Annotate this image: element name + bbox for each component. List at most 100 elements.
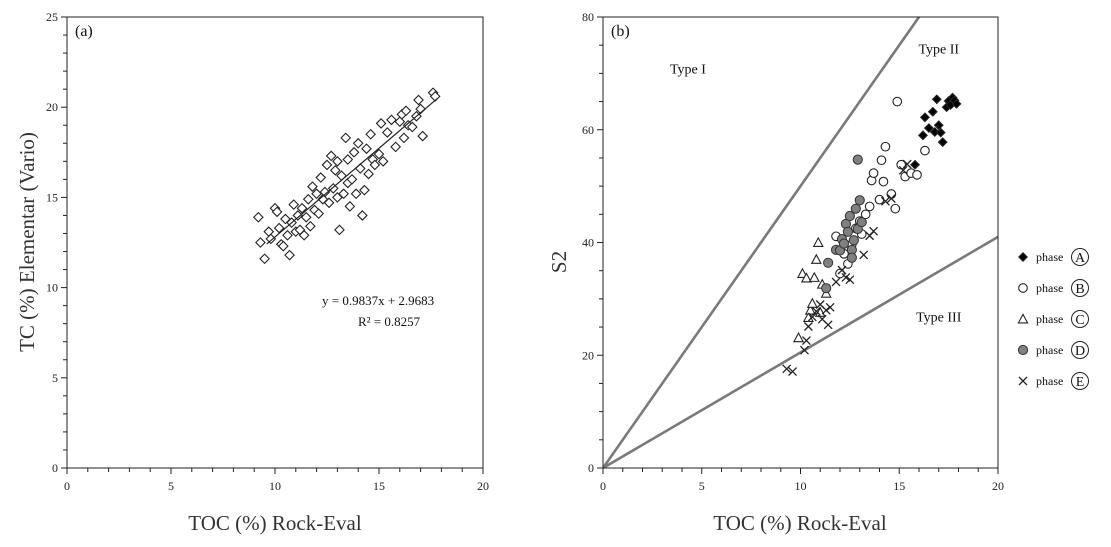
panel-b-x-tick-label: 20 xyxy=(992,479,1004,493)
panel-a-data-point xyxy=(280,213,291,225)
panel-a-equation: y = 0.9837x + 2.9683 xyxy=(322,293,434,308)
panel-a-x-axis-title: TOC (%) Rock-Eval xyxy=(188,511,362,535)
panel-b-phase-a-point xyxy=(910,159,921,170)
panel-a-data-point xyxy=(307,181,318,192)
panel-a-data-point xyxy=(352,137,364,149)
panel-b-phase-b-point xyxy=(878,176,889,187)
panel-b-phase-b-point xyxy=(876,155,887,166)
panel-b-region-label: Type I xyxy=(670,62,706,77)
panel-a-data-point xyxy=(259,253,270,265)
panel-a-data-point xyxy=(365,128,377,140)
legend-marker xyxy=(1017,344,1029,356)
panel-a-data-point xyxy=(346,173,358,185)
panel-a-data-point xyxy=(282,229,293,241)
panel-b-phase-a-point xyxy=(923,123,934,134)
panel-b-phase-b-point xyxy=(864,201,875,212)
panel-b-phase-c-point xyxy=(810,253,822,264)
legend-marker xyxy=(1018,283,1028,293)
panel-b-phase-d-point xyxy=(821,283,832,294)
legend-letter-circle xyxy=(1071,248,1089,266)
panel-b-phase-d-point xyxy=(854,195,865,206)
panel-b-phase-d-point xyxy=(852,154,863,165)
panel-a-y-tick-label: 5 xyxy=(52,371,58,385)
panel-b-y-tick-label: 60 xyxy=(582,123,594,137)
panel-a-data-point xyxy=(359,184,370,196)
legend-letter-circle xyxy=(1071,341,1089,359)
panel-b-phase-c-point xyxy=(806,297,818,308)
panel-b-phase-e-point xyxy=(825,302,835,312)
panel-b-phase-e-point xyxy=(859,250,869,260)
panel-b-label: (b) xyxy=(611,23,630,40)
panel-b-points xyxy=(782,92,962,377)
panel-a-data-point xyxy=(377,155,389,167)
panel-b-phase-e-point xyxy=(788,367,798,377)
panel-b-phase-b-point xyxy=(886,189,897,199)
panel-a-data-point xyxy=(338,188,350,200)
panel-b-phase-b-point xyxy=(860,209,871,220)
panel-a-data-point xyxy=(415,103,426,115)
panel-a-data-point xyxy=(288,199,300,210)
panel-b-phase-e-point xyxy=(837,265,847,275)
panel-a-data-point xyxy=(354,163,366,174)
legend-letter: D xyxy=(1075,344,1085,359)
panel-b-phase-a-point xyxy=(937,137,948,148)
panel-a-data-point xyxy=(363,168,374,180)
panel-a-label: (a) xyxy=(75,23,93,40)
panel-b-phase-b-point xyxy=(874,194,885,205)
panel-a-plot-frame xyxy=(66,16,484,469)
panel-a-data-point xyxy=(304,220,316,232)
panel-a-data-point xyxy=(319,186,331,198)
panel-b-y-tick-label: 80 xyxy=(582,10,594,24)
panel-a-data-point xyxy=(313,208,325,220)
panel-a-tick-labels: 0 5 10 15 20 0 5 10 15 20 25 xyxy=(46,10,489,493)
panel-a-data-point xyxy=(332,155,343,167)
panel-a-data-point xyxy=(327,183,339,194)
panel-b-x-tick-label: 5 xyxy=(699,479,705,493)
legend-label: phase xyxy=(1036,250,1063,264)
panel-a-y-tick-label: 25 xyxy=(46,10,58,24)
panel-b-type-i-ii-boundary xyxy=(603,17,921,468)
panel-b-tick-labels: 0 5 10 15 20 0 20 40 60 80 xyxy=(582,10,1004,493)
panel-a-data-point xyxy=(317,193,329,205)
panel-b-ticks xyxy=(597,16,999,474)
panel-b-phase-c-point xyxy=(808,271,820,282)
panel-a-x-tick-label: 15 xyxy=(373,479,385,493)
panel-a-data-point xyxy=(277,240,289,252)
panel-a-data-point xyxy=(292,210,304,221)
panel-a-data-point xyxy=(340,132,352,144)
panel-b-x-tick-label: 10 xyxy=(795,479,807,493)
legend-letter-circle xyxy=(1071,372,1089,390)
panel-b-phase-e-point xyxy=(831,277,841,287)
panel-a-data-point xyxy=(386,114,397,126)
panel-a-data-point xyxy=(300,211,312,223)
panel-a-data-point xyxy=(296,202,308,214)
legend-item-phase-c: phase C xyxy=(1017,310,1089,328)
panel-b-type-boundaries xyxy=(603,17,998,468)
panel-b-phase-b-point xyxy=(892,96,903,107)
panel-b-phase-a-point xyxy=(927,106,938,117)
legend-marker xyxy=(1018,376,1028,386)
panel-b-x-tick-label: 0 xyxy=(600,479,606,493)
panel-b-phase-a-point xyxy=(951,98,962,109)
panel-b-region-labels: Type I Type II Type III xyxy=(670,43,962,326)
panel-b-phase-b-point xyxy=(880,141,891,152)
panel-b-phase-b-point xyxy=(890,203,901,214)
panel-b-phase-d-point xyxy=(850,203,861,214)
panel-a-x-tick-label: 0 xyxy=(64,479,70,493)
panel-b-phase-b-point xyxy=(912,170,922,180)
panel-b-phase-e-point xyxy=(845,275,855,285)
panel-b-phase-d-point xyxy=(846,252,857,263)
panel-b-x-tick-label: 15 xyxy=(893,479,905,493)
panel-b-phase-d-point xyxy=(823,257,834,268)
panel-a-x-tick-label: 20 xyxy=(477,479,489,493)
panel-b-phase-c-point xyxy=(800,272,812,283)
panel-b-phase-c-point xyxy=(793,332,805,343)
panel-a-ticks xyxy=(61,16,484,474)
panel-b-phase-c-point xyxy=(796,267,808,278)
legend-marker xyxy=(1017,313,1029,324)
legend-marker xyxy=(1018,252,1028,262)
panel-b-phase-e-point xyxy=(902,159,912,169)
panel-a-chart: 0 5 10 15 20 0 5 10 15 20 25 (a) y = 0.9837x + 2.9… xyxy=(15,10,489,535)
panel-a-data-point xyxy=(298,229,310,241)
